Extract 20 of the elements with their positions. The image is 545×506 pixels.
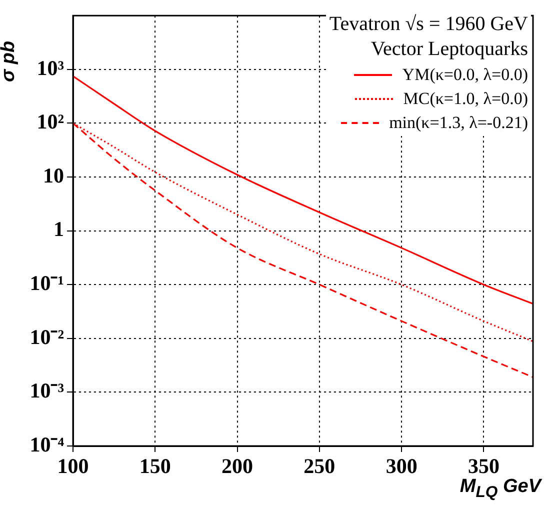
x-tick-label: 150	[139, 454, 171, 478]
x-tick-label: 100	[57, 454, 89, 478]
y-tick-label: 10⁻⁴	[30, 432, 65, 456]
legend-label: min(κ=1.3, λ=-0.21)	[389, 112, 528, 134]
y-axis-title: σ pb	[0, 40, 20, 82]
y-tick-label: 10²	[36, 110, 64, 134]
x-tick-label: 350	[468, 454, 500, 478]
y-tick-label: 10⁻¹	[30, 271, 64, 296]
legend-label: MC(κ=1.0, λ=0.0)	[403, 88, 528, 110]
x-axis-title: M$_{LQ}$ GeV	[460, 476, 541, 502]
x-tick-label: 250	[304, 454, 336, 478]
y-tick-label: 10⁻²	[30, 324, 64, 349]
x-tick-label: 300	[386, 454, 418, 478]
legend-label: YM(κ=0.0, λ=0.0)	[402, 64, 528, 86]
legend-title: Tevatron √s = 1960 GeV Vector Leptoquarks	[329, 12, 528, 62]
y-tick-label: 10	[43, 163, 64, 188]
y-tick-label: 1	[54, 217, 64, 242]
y-tick-label: 10³	[36, 56, 64, 80]
x-tick-label: 200	[222, 454, 254, 478]
y-tick-label: 10⁻³	[30, 378, 64, 403]
